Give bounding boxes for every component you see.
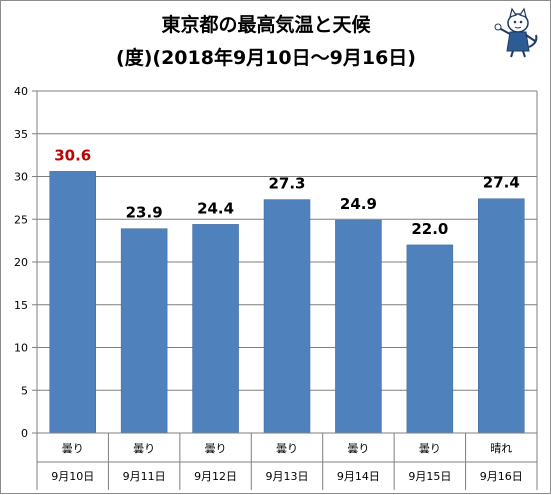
bar bbox=[120, 228, 168, 434]
weather-label: 晴れ bbox=[490, 442, 512, 455]
data-label: 30.6 bbox=[54, 146, 91, 164]
y-tick-label: 0 bbox=[21, 427, 28, 440]
data-label: 27.4 bbox=[483, 174, 520, 192]
y-tick-label: 25 bbox=[14, 213, 28, 226]
bar bbox=[49, 171, 96, 434]
date-label: 9月12日 bbox=[194, 470, 237, 483]
y-tick-label: 15 bbox=[14, 299, 28, 312]
bar bbox=[192, 224, 239, 434]
date-label: 9月10日 bbox=[51, 470, 94, 483]
data-label: 27.3 bbox=[268, 175, 305, 193]
data-label: 22.0 bbox=[411, 220, 448, 238]
weather-label: 曇り bbox=[419, 442, 441, 455]
y-tick-label: 10 bbox=[14, 342, 28, 355]
date-label: 9月15日 bbox=[408, 470, 451, 483]
y-tick-label: 5 bbox=[21, 384, 28, 397]
bar bbox=[263, 199, 311, 434]
date-label: 9月11日 bbox=[123, 470, 166, 483]
bar bbox=[406, 244, 454, 434]
y-tick-label: 40 bbox=[14, 85, 28, 98]
date-label: 9月13日 bbox=[266, 470, 309, 483]
data-label: 23.9 bbox=[126, 204, 163, 222]
cartoon-fox-character-icon bbox=[494, 7, 538, 58]
y-tick-label: 35 bbox=[14, 128, 28, 141]
chart-title-line1: 東京都の最高気温と天候 bbox=[161, 13, 371, 36]
weather-label: 曇り bbox=[133, 442, 155, 455]
weather-label: 曇り bbox=[205, 442, 227, 455]
data-label: 24.4 bbox=[197, 199, 234, 217]
date-label: 9月16日 bbox=[480, 470, 523, 483]
y-tick-label: 30 bbox=[14, 171, 28, 184]
date-label: 9月14日 bbox=[337, 470, 380, 483]
bar bbox=[335, 219, 382, 434]
chart-title-line2: (度)(2018年9月10日～9月16日) bbox=[116, 46, 416, 69]
weather-label: 曇り bbox=[276, 442, 298, 455]
y-tick-label: 20 bbox=[14, 256, 28, 269]
weather-label: 曇り bbox=[347, 442, 369, 455]
bar bbox=[478, 198, 525, 434]
weather-label: 曇り bbox=[62, 442, 84, 455]
data-label: 24.9 bbox=[340, 195, 377, 213]
